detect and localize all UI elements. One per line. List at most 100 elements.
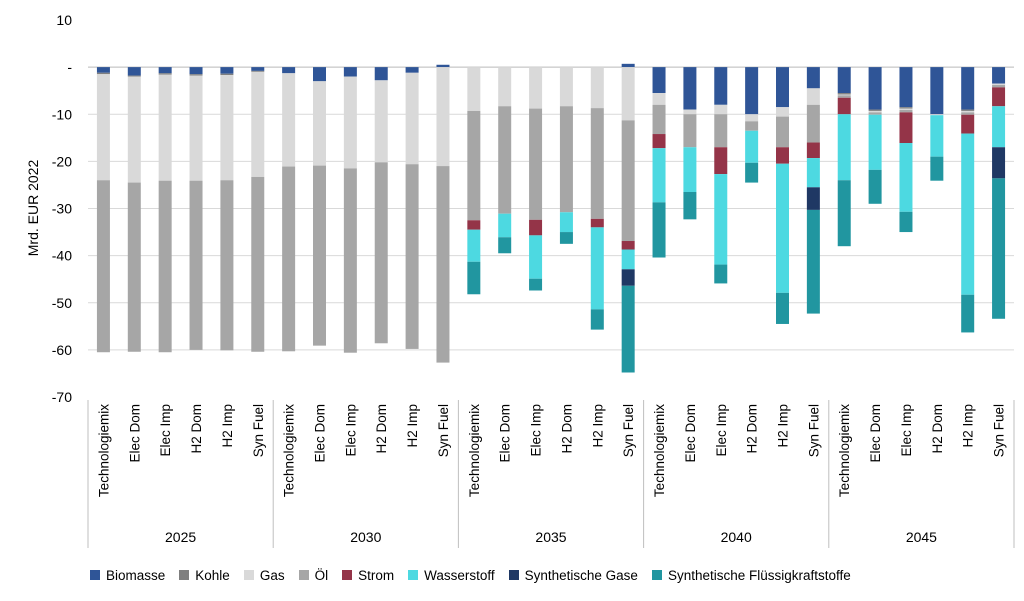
bar-segment-kohle: [127, 75, 141, 77]
bar-segment-kohle: [868, 109, 882, 111]
bar-segment-synthetische-flüssigkraftstoffe: [868, 169, 882, 204]
bar-segment-wasserstoff: [776, 163, 789, 293]
category-label: Technologiemix: [96, 404, 111, 497]
bar-segment-gas: [621, 67, 635, 121]
bar-segment-synthetische-flüssigkraftstoffe: [467, 261, 481, 295]
legend-swatch: [651, 570, 662, 580]
bar-segment-kohle: [961, 109, 975, 111]
group-label: 2040: [721, 529, 752, 545]
bar-segment-biomasse: [96, 67, 110, 73]
bar-segment-wasserstoff: [652, 148, 666, 203]
bar-segment-öl: [961, 112, 975, 115]
bar-segment-kohle: [220, 73, 234, 76]
bar-segment-strom: [652, 134, 666, 149]
bar-segment-biomasse: [313, 67, 326, 82]
stacked-bar-chart: 10 - -10 -20 -30 -40 -50 -60 -70 2025 Technologie…: [25, 12, 1015, 548]
bar-segment-synthetische-gase: [621, 269, 635, 286]
bar-segment-strom: [529, 219, 543, 236]
gridlines: [88, 66, 1014, 351]
category-label: Syn Fuel: [992, 404, 1007, 457]
bar-segment-strom: [806, 142, 820, 159]
bar-segment-biomasse: [652, 67, 666, 94]
legend-item: Biomasse: [90, 568, 165, 583]
category-label: Elec Imp: [158, 404, 173, 457]
category-label: Technologiemix: [837, 404, 852, 497]
bar-segment-biomasse: [282, 67, 296, 74]
legend-swatch: [179, 570, 190, 580]
bar-segment-gas: [652, 93, 666, 105]
bar-segment-gas: [868, 110, 882, 113]
bar-segment-öl: [96, 180, 110, 353]
legend-swatch: [298, 570, 309, 580]
category-label: H2 Dom: [374, 404, 389, 454]
bar-segment-synthetische-flüssigkraftstoffe: [498, 237, 512, 254]
bar-segment-synthetische-flüssigkraftstoffe: [837, 180, 851, 247]
bar-segment-kohle: [837, 93, 851, 95]
bar-segment-strom: [837, 97, 851, 115]
category-label: Syn Fuel: [806, 404, 821, 457]
y-tick-label: 10: [56, 12, 72, 28]
bar-segment-öl: [683, 114, 697, 148]
legend-swatch: [408, 570, 419, 580]
bar-segment-wasserstoff: [930, 115, 944, 157]
bar-segment-öl: [529, 108, 543, 220]
bar-segment-gas: [498, 67, 512, 107]
bar-segment-strom: [467, 220, 481, 230]
category-label: Elec Imp: [899, 404, 914, 457]
category-label: Syn Fuel: [621, 404, 636, 457]
y-axis-title: Mrd. EUR 2022: [25, 160, 41, 257]
bar-segment-kohle: [251, 70, 265, 72]
legend-label: Strom: [358, 567, 395, 583]
bar-segment-öl: [343, 168, 357, 353]
bar-segment-gas: [683, 109, 697, 115]
category-label: Syn Fuel: [251, 404, 266, 457]
bar-segment-öl: [189, 180, 203, 350]
bar-segment-öl: [745, 121, 759, 131]
category-label: H2 Imp: [590, 404, 605, 448]
bar-segment-gas: [220, 75, 234, 181]
category-label: Technologiemix: [652, 404, 667, 497]
bar-segment-synthetische-flüssigkraftstoffe: [930, 156, 944, 181]
bar-segment-biomasse: [220, 67, 234, 74]
bar-segment-öl: [405, 164, 419, 349]
bar-segment-öl: [313, 165, 326, 346]
bar-segment-biomasse: [374, 67, 388, 81]
group-label: 2030: [350, 529, 381, 545]
bar-segment-biomasse: [158, 67, 172, 74]
bar-segment-biomasse: [745, 67, 759, 115]
legend-swatch: [90, 570, 100, 580]
bar-segment-gas: [313, 81, 326, 166]
bar-segment-gas: [961, 110, 975, 113]
bar-segment-wasserstoff: [621, 249, 635, 270]
bar-segment-biomasse: [436, 64, 450, 68]
bar-segment-synthetische-flüssigkraftstoffe: [714, 264, 728, 284]
bar-segment-biomasse: [837, 67, 851, 94]
bar-segment-synthetische-flüssigkraftstoffe: [683, 192, 697, 220]
group-label: 2025: [165, 529, 196, 545]
y-axis: 10 - -10 -20 -30 -40 -50 -60 -70: [52, 12, 73, 405]
bar-segment-gas: [467, 67, 481, 111]
bar-segment-gas: [251, 71, 265, 177]
category-label: H2 Dom: [559, 404, 574, 454]
group-label: 2035: [535, 529, 566, 545]
category-label: H2 Dom: [189, 404, 204, 454]
legend-item: Synthetische Gase: [508, 568, 638, 583]
bar-segment-öl: [498, 106, 512, 214]
bar-segment-kohle: [899, 107, 913, 109]
bar-segment-öl: [127, 182, 141, 352]
bar-segment-gas: [405, 72, 419, 165]
legend: Biomasse Kohle Gas Öl Strom Wasserstoff Synthe…: [90, 565, 865, 585]
category-label: H2 Imp: [220, 404, 235, 448]
bar-segment-öl: [621, 120, 635, 242]
bar-segment-biomasse: [868, 67, 882, 110]
legend-item: Synthetische Flüssigkraftstoffe: [651, 568, 851, 583]
group-label: 2045: [906, 529, 937, 545]
bar-segment-strom: [899, 112, 913, 143]
bar-segment-synthetische-flüssigkraftstoffe: [961, 294, 975, 333]
legend-label: Öl: [314, 567, 329, 583]
bar-segment-wasserstoff: [837, 114, 851, 181]
bar-segment-biomasse: [683, 67, 697, 110]
bar-segment-biomasse: [189, 67, 203, 75]
bar-segment-biomasse: [899, 67, 913, 108]
bar-segment-gas: [127, 76, 141, 183]
